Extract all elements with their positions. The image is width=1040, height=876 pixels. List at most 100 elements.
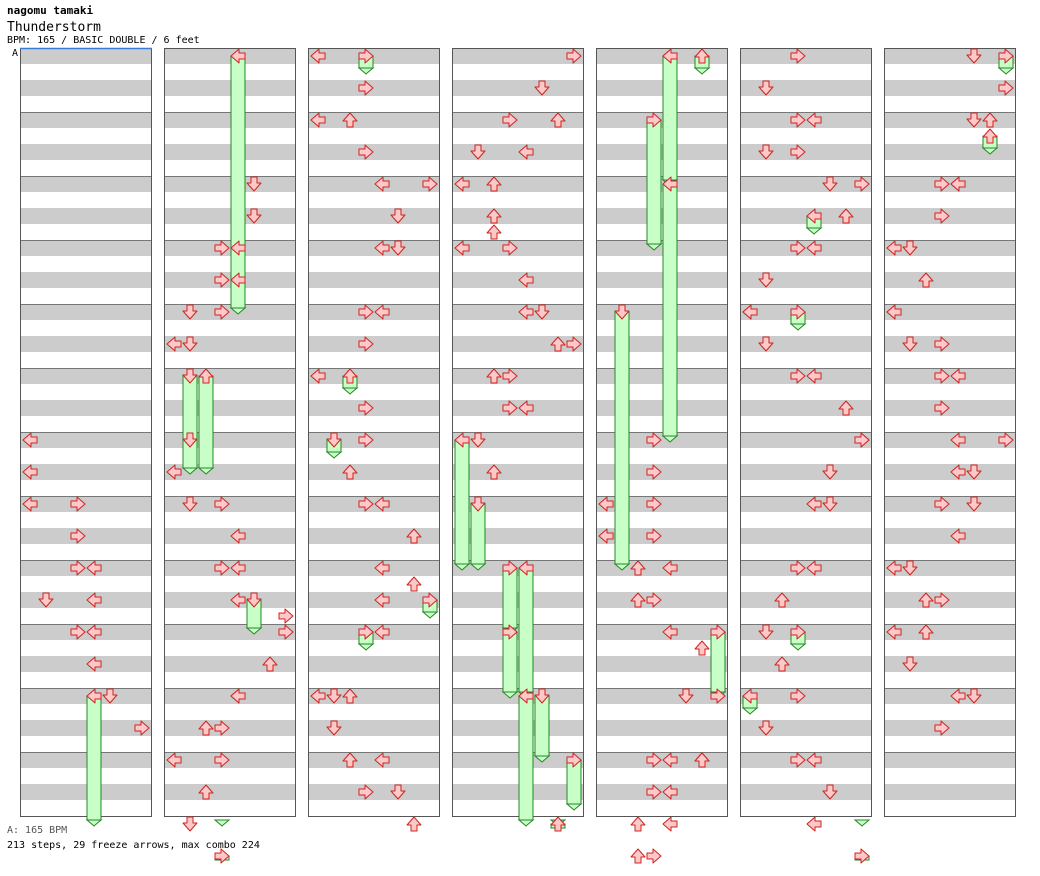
step-arrow bbox=[486, 368, 502, 384]
step-arrow bbox=[326, 720, 342, 736]
step-arrow bbox=[934, 496, 950, 512]
beat-stripe bbox=[596, 656, 728, 672]
beat-stripe bbox=[308, 208, 440, 224]
step-arrow bbox=[38, 592, 54, 608]
step-arrow bbox=[518, 144, 534, 160]
beat-stripe bbox=[452, 176, 584, 192]
beat-stripe bbox=[308, 464, 440, 480]
freeze-arrow-tail bbox=[533, 755, 551, 763]
step-arrow bbox=[662, 624, 678, 640]
beat-stripe bbox=[308, 528, 440, 544]
step-arrow bbox=[374, 304, 390, 320]
step-arrow bbox=[614, 304, 630, 320]
beat-stripe bbox=[452, 720, 584, 736]
step-arrow bbox=[214, 496, 230, 512]
step-arrow bbox=[214, 272, 230, 288]
beat-stripe bbox=[596, 208, 728, 224]
step-arrow bbox=[406, 816, 422, 832]
step-arrow bbox=[86, 560, 102, 576]
step-arrow bbox=[358, 624, 374, 640]
step-arrow bbox=[310, 48, 326, 64]
step-arrow bbox=[86, 624, 102, 640]
step-arrow bbox=[326, 432, 342, 448]
freeze-arrow-tail bbox=[517, 819, 535, 827]
beat-stripe bbox=[884, 752, 1016, 768]
beat-stripe bbox=[164, 560, 296, 576]
step-arrow bbox=[214, 240, 230, 256]
step-arrow bbox=[246, 592, 262, 608]
beat-stripe bbox=[164, 624, 296, 640]
beat-stripe bbox=[452, 400, 584, 416]
beat-stripe bbox=[164, 528, 296, 544]
freeze-arrow-tail bbox=[453, 563, 471, 571]
step-arrow bbox=[630, 560, 646, 576]
beat-stripe bbox=[308, 656, 440, 672]
step-arrow bbox=[950, 528, 966, 544]
step-arrow bbox=[470, 144, 486, 160]
step-arrow bbox=[966, 688, 982, 704]
step-arrow bbox=[646, 592, 662, 608]
freeze-arrow-body bbox=[662, 55, 678, 181]
freeze-arrow-tail bbox=[789, 643, 807, 651]
beat-stripe bbox=[20, 48, 152, 64]
step-arrow bbox=[86, 688, 102, 704]
beat-stripe bbox=[884, 304, 1016, 320]
step-arrow bbox=[854, 848, 870, 864]
step-arrow bbox=[886, 240, 902, 256]
step-arrow bbox=[566, 336, 582, 352]
step-arrow bbox=[342, 752, 358, 768]
step-arrow bbox=[198, 784, 214, 800]
step-arrow bbox=[230, 688, 246, 704]
column-border bbox=[596, 48, 728, 817]
beat-stripe bbox=[308, 496, 440, 512]
step-arrow bbox=[806, 208, 822, 224]
freeze-arrow-tail bbox=[805, 227, 823, 235]
freeze-arrow-tail bbox=[853, 819, 871, 827]
beat-stripe bbox=[740, 496, 872, 512]
step-arrow bbox=[86, 592, 102, 608]
column-border bbox=[452, 48, 584, 817]
beat-stripe bbox=[164, 656, 296, 672]
step-arrow bbox=[310, 368, 326, 384]
step-arrow bbox=[502, 560, 518, 576]
beat-stripe bbox=[740, 176, 872, 192]
freeze-arrow-body bbox=[534, 695, 550, 757]
freeze-arrow-tail bbox=[981, 147, 999, 155]
step-arrow bbox=[806, 816, 822, 832]
beat-stripe bbox=[20, 208, 152, 224]
beat-stripe bbox=[740, 368, 872, 384]
step-arrow bbox=[918, 272, 934, 288]
step-arrow bbox=[646, 752, 662, 768]
step-arrow bbox=[214, 560, 230, 576]
beat-stripe bbox=[452, 688, 584, 704]
step-arrow bbox=[694, 48, 710, 64]
beat-stripe bbox=[884, 624, 1016, 640]
step-arrow bbox=[758, 336, 774, 352]
step-arrow bbox=[934, 368, 950, 384]
step-arrow bbox=[790, 240, 806, 256]
freeze-arrow-body bbox=[518, 567, 534, 693]
freeze-arrow-tail bbox=[613, 563, 631, 571]
freeze-arrow-body bbox=[502, 567, 518, 629]
bpm-note: A: 165 BPM bbox=[7, 825, 68, 836]
beat-stripe bbox=[20, 80, 152, 96]
beat-stripe bbox=[20, 176, 152, 192]
step-arrow bbox=[550, 816, 566, 832]
column-border bbox=[740, 48, 872, 817]
step-arrow bbox=[998, 80, 1014, 96]
step-arrow bbox=[774, 592, 790, 608]
beat-stripe bbox=[740, 48, 872, 64]
step-arrow bbox=[486, 224, 502, 240]
step-arrow bbox=[70, 528, 86, 544]
step-arrow bbox=[838, 400, 854, 416]
step-arrow bbox=[214, 752, 230, 768]
beat-stripe bbox=[308, 112, 440, 128]
step-arrow bbox=[358, 304, 374, 320]
step-arrow bbox=[950, 176, 966, 192]
step-arrow bbox=[790, 624, 806, 640]
column-border bbox=[308, 48, 440, 817]
step-arrow bbox=[486, 208, 502, 224]
step-arrow bbox=[470, 496, 486, 512]
beat-stripe bbox=[740, 784, 872, 800]
